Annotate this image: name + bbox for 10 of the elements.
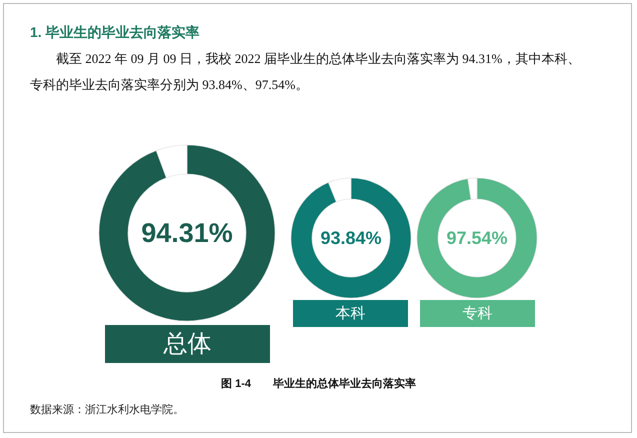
source-note: 数据来源：浙江水利水电学院。 [30, 403, 184, 417]
data-label: 93.84% [320, 228, 382, 248]
text: 本科 [336, 305, 366, 322]
text: 总体 [162, 330, 212, 358]
text: 截至 2022 年 09 月 09 日，我校 2022 届毕业生的总体毕业去向落实率为 94.31%，其中本科、专科的毕业去向落实率分别为 93.84%、97.54%。 [30, 50, 582, 94]
caption: 图 1-4 毕业生的总体毕业去向落实率 [220, 376, 417, 391]
text: 专科 [462, 305, 492, 322]
data-label: 97.54% [446, 228, 508, 248]
chart-title: 1. 毕业生的毕业去向落实率 [30, 24, 200, 42]
data-label: 94.31% [141, 218, 233, 248]
